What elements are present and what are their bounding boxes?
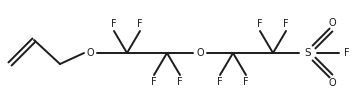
Text: F: F xyxy=(217,77,223,87)
Text: F: F xyxy=(111,19,117,29)
Text: F: F xyxy=(257,19,263,29)
Text: O: O xyxy=(328,78,336,88)
Text: F: F xyxy=(243,77,249,87)
Text: O: O xyxy=(328,18,336,28)
Text: F: F xyxy=(137,19,143,29)
Text: F: F xyxy=(151,77,157,87)
Text: F: F xyxy=(177,77,183,87)
Text: O: O xyxy=(86,48,94,58)
Text: S: S xyxy=(305,48,311,58)
Text: O: O xyxy=(196,48,204,58)
Text: F: F xyxy=(344,48,350,58)
Text: F: F xyxy=(283,19,289,29)
